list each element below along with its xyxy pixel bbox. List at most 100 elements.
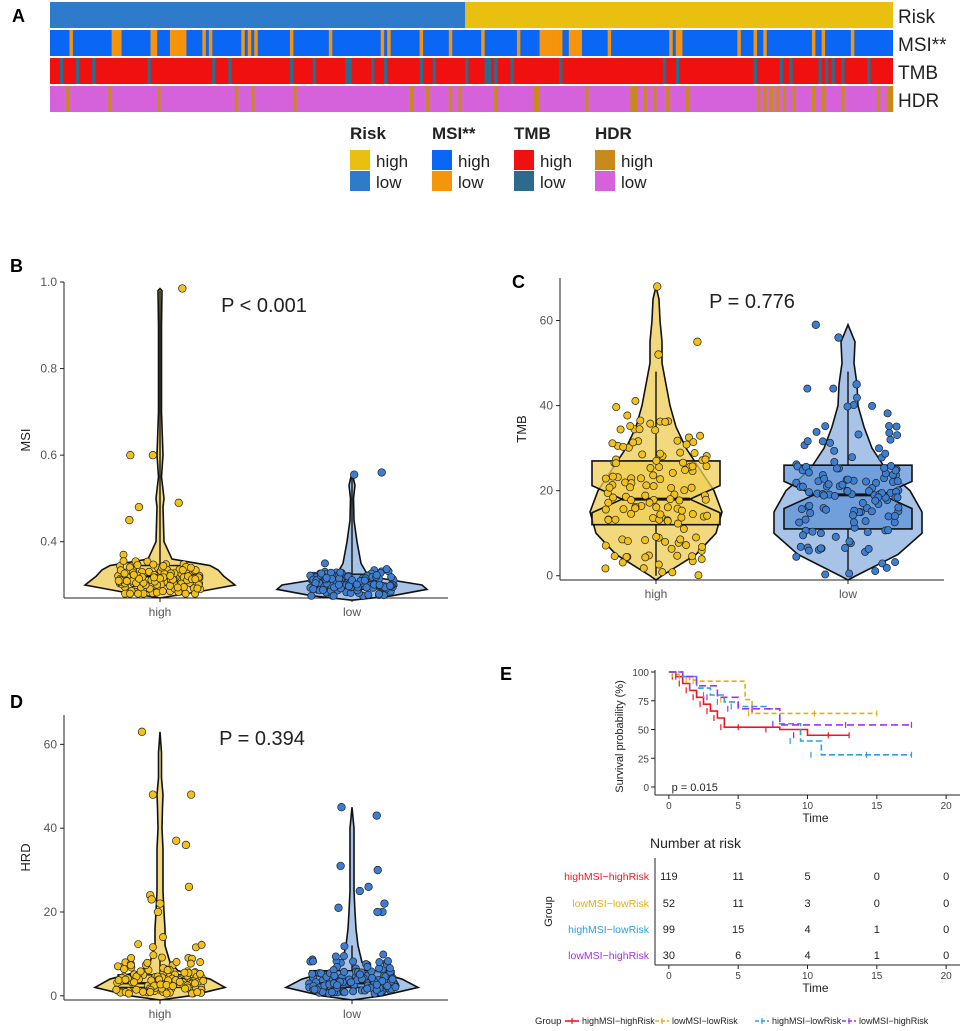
- data-point: [641, 536, 650, 545]
- heatmap-cell-tmb: [465, 58, 469, 84]
- heatmap-cell-hdr: [841, 86, 845, 112]
- data-point: [701, 455, 710, 464]
- heatmap-cell-msi: [753, 30, 758, 56]
- data-point: [601, 564, 610, 573]
- heatmap-cell-msi: [202, 30, 206, 56]
- data-point: [149, 560, 158, 569]
- data-point: [322, 573, 331, 582]
- risk-table-value: 0: [874, 898, 880, 910]
- data-point: [646, 463, 655, 472]
- heatmap-cell-hdr: [494, 86, 498, 112]
- data-point: [112, 985, 121, 994]
- heatmap-cell-hdr: [876, 86, 881, 112]
- data-point: [803, 384, 812, 393]
- data-point: [884, 512, 893, 521]
- data-point: [853, 393, 861, 402]
- data-point: [692, 533, 700, 542]
- heatmap-cell-msi: [448, 30, 453, 56]
- heatmap-cell-tmb: [92, 58, 96, 84]
- data-point: [663, 517, 672, 525]
- data-point: [848, 453, 857, 462]
- data-point: [317, 569, 326, 578]
- data-point: [701, 495, 710, 504]
- data-point: [601, 541, 610, 550]
- data-point: [608, 472, 617, 481]
- data-point: [616, 425, 625, 434]
- heatmap-cell-hdr: [792, 86, 796, 112]
- data-point: [801, 515, 810, 524]
- data-point: [805, 546, 813, 555]
- data-point: [646, 419, 655, 428]
- data-point-outlier: [373, 865, 382, 875]
- data-point: [885, 422, 893, 431]
- data-point: [193, 584, 202, 593]
- data-point: [806, 509, 815, 518]
- data-point: [682, 440, 691, 449]
- data-point: [168, 981, 177, 990]
- heatmap-cell-msi: [111, 30, 116, 56]
- data-point-outlier: [380, 899, 389, 908]
- y-tick-label: 40: [540, 399, 554, 413]
- legend-title: Group: [535, 1016, 561, 1027]
- data-point-outlier: [336, 861, 345, 871]
- data-point: [340, 942, 349, 951]
- data-point: [838, 480, 847, 489]
- heatmap-cell-risk-high: [465, 2, 893, 28]
- heatmap-cell-msi: [578, 30, 582, 56]
- x-tick-label: 20: [941, 971, 953, 982]
- data-point: [340, 988, 349, 997]
- data-point: [372, 980, 381, 989]
- heatmap-cell-msi: [289, 30, 294, 56]
- data-point: [822, 505, 830, 514]
- legend-item-label: high: [540, 152, 572, 171]
- data-point: [178, 566, 187, 575]
- data-point: [309, 957, 318, 966]
- heatmap-cell-msi: [539, 30, 544, 56]
- data-point: [372, 571, 381, 580]
- data-point: [129, 570, 138, 579]
- data-point: [688, 462, 697, 471]
- heatmap-cell-msi: [850, 30, 855, 56]
- data-point: [661, 417, 670, 426]
- heatmap-cell-msi: [516, 30, 521, 56]
- data-point: [673, 519, 682, 528]
- data-point-outlier: [654, 350, 663, 359]
- data-point: [891, 558, 900, 567]
- heatmap-cell-tmb: [487, 58, 492, 84]
- data-point: [688, 552, 697, 561]
- data-point-outlier: [126, 451, 135, 460]
- data-point: [334, 580, 343, 589]
- data-point: [893, 477, 902, 486]
- p-value-title: P < 0.001: [221, 295, 307, 317]
- x-tick-label: 15: [871, 971, 883, 982]
- data-point: [349, 957, 358, 966]
- y-tick-label: 25: [638, 754, 650, 765]
- heatmap-cell-msi: [607, 30, 612, 56]
- data-point: [819, 491, 828, 500]
- heatmap-cell-msi: [575, 30, 579, 56]
- data-point: [134, 589, 143, 598]
- data-point: [641, 553, 650, 562]
- risk-table-value: 11: [732, 871, 743, 883]
- data-point: [190, 979, 199, 988]
- heatmap-cell-hdr: [811, 86, 816, 112]
- legend-swatch: [350, 171, 370, 191]
- violin-high: [92, 731, 228, 1001]
- data-point: [611, 515, 620, 524]
- data-point: [690, 449, 699, 458]
- y-tick-label: 0: [643, 783, 649, 794]
- data-point-outlier: [184, 882, 194, 891]
- data-point: [821, 422, 830, 431]
- data-point-outlier: [153, 907, 163, 917]
- data-point: [181, 984, 190, 993]
- x-tick-label: high: [645, 587, 668, 601]
- data-point: [196, 969, 205, 978]
- data-point-outlier: [811, 320, 820, 329]
- data-point: [805, 501, 814, 510]
- data-point-outlier: [178, 284, 187, 293]
- data-point: [362, 583, 371, 592]
- risk-table-value: 30: [663, 950, 675, 962]
- heatmap-cell-hdr: [769, 86, 774, 112]
- data-point-outlier: [834, 333, 843, 342]
- x-axis-title: Time: [802, 981, 829, 995]
